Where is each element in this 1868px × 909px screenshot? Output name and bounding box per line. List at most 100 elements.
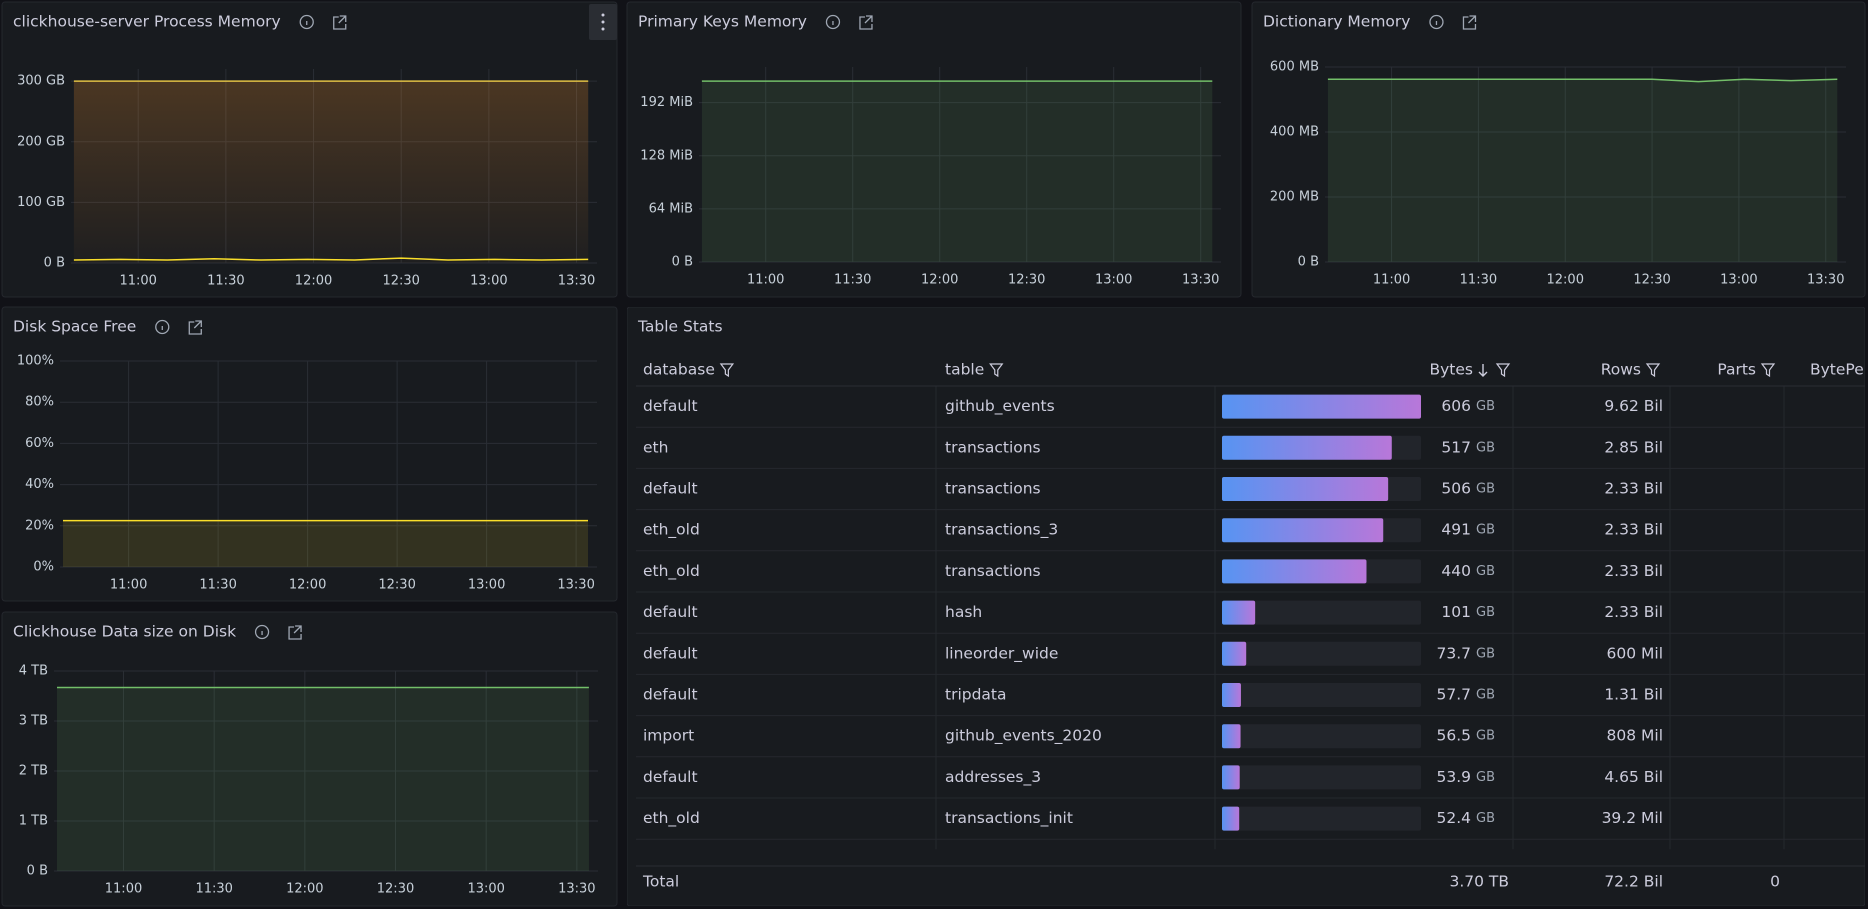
gauge-bar: [1222, 683, 1241, 707]
menu-dot: [601, 13, 605, 17]
y-tick-label: 200 MB: [1270, 190, 1319, 205]
cell-database: default: [643, 397, 698, 415]
filter-icon[interactable]: [1495, 363, 1511, 378]
x-tick-label: 13:30: [1807, 273, 1844, 288]
y-tick-label: 0 B: [27, 864, 48, 879]
cell-table: transactions_3: [945, 521, 1058, 540]
cell-database: eth_old: [643, 521, 700, 540]
column-header[interactable]: Parts: [1717, 361, 1756, 379]
link-icon: [859, 15, 873, 30]
column-header[interactable]: database: [643, 361, 715, 379]
x-tick-label: 11:00: [747, 273, 784, 288]
cell-database: eth_old: [643, 562, 700, 581]
column-header[interactable]: table: [945, 361, 984, 379]
column-header[interactable]: Bytes: [1430, 361, 1474, 379]
y-tick-label: 100 GB: [17, 195, 65, 210]
table-panel: Table Stats database table Bytes Rows Parts By…: [627, 307, 1865, 906]
panel: [1, 306, 618, 602]
series-line: [1327, 78, 1838, 83]
x-tick-label: 11:00: [105, 882, 142, 897]
filter-icon[interactable]: [989, 363, 1004, 378]
gauge-bar: [1222, 641, 1247, 666]
cell-database: import: [643, 727, 694, 745]
x-tick-label: 12:30: [377, 882, 414, 897]
cell-rows: 9.62 Bil: [1604, 397, 1663, 415]
x-tick-label: 12:00: [921, 273, 958, 288]
cell-table: transactions: [945, 438, 1041, 456]
menu-dot: [601, 20, 605, 24]
cell-table: addresses_3: [945, 768, 1041, 787]
panel-title: Clickhouse Data size on Disk: [13, 623, 236, 641]
x-tick-label: 12:00: [286, 882, 323, 897]
cell-database: default: [643, 768, 698, 786]
cell-bytes-unit: GB: [1476, 605, 1495, 620]
x-tick-label: 12:30: [378, 578, 415, 593]
panel-title: Dictionary Memory: [1263, 13, 1410, 31]
filter-icon[interactable]: [1645, 363, 1661, 378]
info-icon: [254, 624, 270, 640]
area-fill: [62, 520, 589, 567]
x-tick-label: 13:30: [1182, 273, 1219, 288]
gauge-bar: [1222, 724, 1241, 749]
x-tick-label: 13:00: [1095, 273, 1132, 288]
cell-rows: 600 Mil: [1607, 644, 1664, 662]
cell-bytes-unit: GB: [1476, 729, 1495, 744]
panel-title: clickhouse-server Process Memory: [13, 13, 281, 31]
total-label: Total: [642, 873, 679, 891]
column-header[interactable]: BytePe: [1810, 361, 1864, 379]
gauge-bar: [1222, 394, 1421, 419]
cell-rows: 808 Mil: [1607, 727, 1664, 745]
area-fill: [1327, 79, 1838, 262]
cell-bytes-unit: GB: [1476, 688, 1495, 703]
total-rows: 72.2 Bil: [1604, 873, 1663, 891]
filter-icon[interactable]: [1760, 363, 1776, 378]
panel: [1251, 1, 1866, 298]
cell-table: transactions: [945, 480, 1041, 498]
total-parts: 0: [1770, 873, 1780, 891]
cell-table: lineorder_wide: [945, 644, 1058, 663]
area-fill: [73, 81, 589, 263]
x-tick-label: 13:30: [557, 578, 594, 593]
y-tick-label: 1 TB: [19, 814, 48, 829]
cell-database: default: [643, 480, 698, 498]
cell-bytes: 606: [1441, 397, 1471, 415]
y-tick-label: 128 MiB: [640, 148, 693, 163]
x-tick-label: 13:00: [468, 578, 505, 593]
y-tick-label: 192 MiB: [640, 95, 693, 110]
x-tick-label: 12:00: [1547, 273, 1584, 288]
cell-bytes: 52.4: [1436, 809, 1471, 827]
x-tick-label: 11:00: [1373, 273, 1410, 288]
cell-bytes-unit: GB: [1476, 811, 1495, 826]
y-tick-label: 3 TB: [19, 714, 48, 729]
panel-title: Table Stats: [637, 318, 723, 336]
cell-bytes: 57.7: [1436, 686, 1471, 704]
info-icon: [155, 319, 170, 335]
cell-bytes: 56.5: [1436, 727, 1471, 745]
cell-rows: 2.33 Bil: [1604, 480, 1663, 498]
y-tick-label: 20%: [25, 518, 54, 533]
filter-icon[interactable]: [719, 363, 735, 378]
gauge-track: [1222, 683, 1421, 707]
gauge-bar: [1222, 600, 1256, 625]
link-icon: [188, 320, 202, 335]
x-tick-label: 13:30: [558, 882, 595, 897]
cell-rows: 39.2 Mil: [1602, 809, 1663, 827]
cell-bytes-unit: GB: [1476, 523, 1495, 538]
cell-table: transactions: [945, 562, 1041, 580]
x-tick-label: 13:00: [470, 274, 507, 289]
cell-bytes-unit: GB: [1476, 440, 1495, 455]
cell-bytes: 440: [1441, 562, 1471, 580]
gauge-bar: [1222, 765, 1240, 790]
gauge-track: [1222, 765, 1421, 790]
link-icon: [288, 625, 302, 640]
column-header[interactable]: Rows: [1601, 361, 1641, 379]
gauge-track: [1222, 724, 1421, 749]
cell-bytes: 101: [1441, 603, 1471, 621]
x-tick-label: 13:00: [467, 882, 504, 897]
cell-database: default: [643, 644, 698, 662]
y-tick-label: 0 B: [672, 255, 693, 270]
total-bytes: 3.70 TB: [1449, 873, 1509, 891]
y-tick-label: 0 B: [1298, 255, 1319, 270]
cell-bytes: 491: [1441, 521, 1471, 539]
